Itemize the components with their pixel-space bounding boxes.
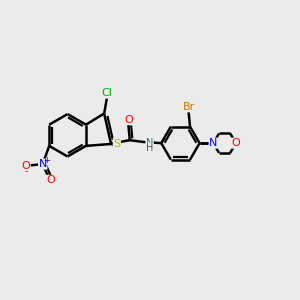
Text: O: O	[231, 138, 240, 148]
Text: O: O	[124, 115, 133, 124]
Text: H: H	[146, 143, 153, 153]
Text: O: O	[46, 175, 55, 185]
Text: +: +	[44, 155, 50, 164]
Text: O: O	[22, 160, 30, 171]
Text: N: N	[38, 159, 47, 169]
Text: Cl: Cl	[101, 88, 112, 98]
Text: Br: Br	[182, 102, 195, 112]
Text: S: S	[113, 139, 120, 148]
Text: N: N	[146, 138, 153, 148]
Text: -: -	[24, 166, 28, 176]
Text: N: N	[209, 138, 218, 148]
